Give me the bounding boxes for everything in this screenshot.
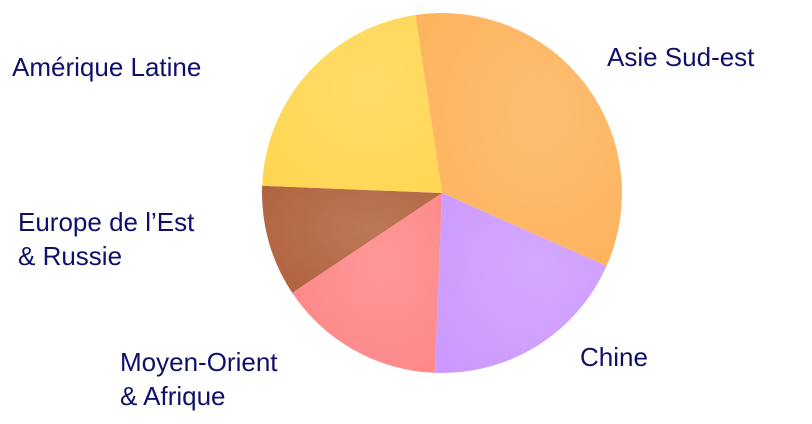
slice-label: Amérique Latine [12, 52, 202, 82]
pie-slice [292, 193, 442, 373]
slice-label: Europe de l’Est & Russie [18, 207, 195, 271]
slice-label: Moyen-Orient & Afrique [120, 347, 278, 411]
slice-label: Chine [580, 342, 648, 372]
pie-slice [415, 13, 622, 266]
pie-slice [434, 193, 607, 373]
slice-label: Asie Sud-est [607, 42, 755, 72]
pie-slice [262, 185, 442, 293]
pie-slice [262, 14, 442, 194]
